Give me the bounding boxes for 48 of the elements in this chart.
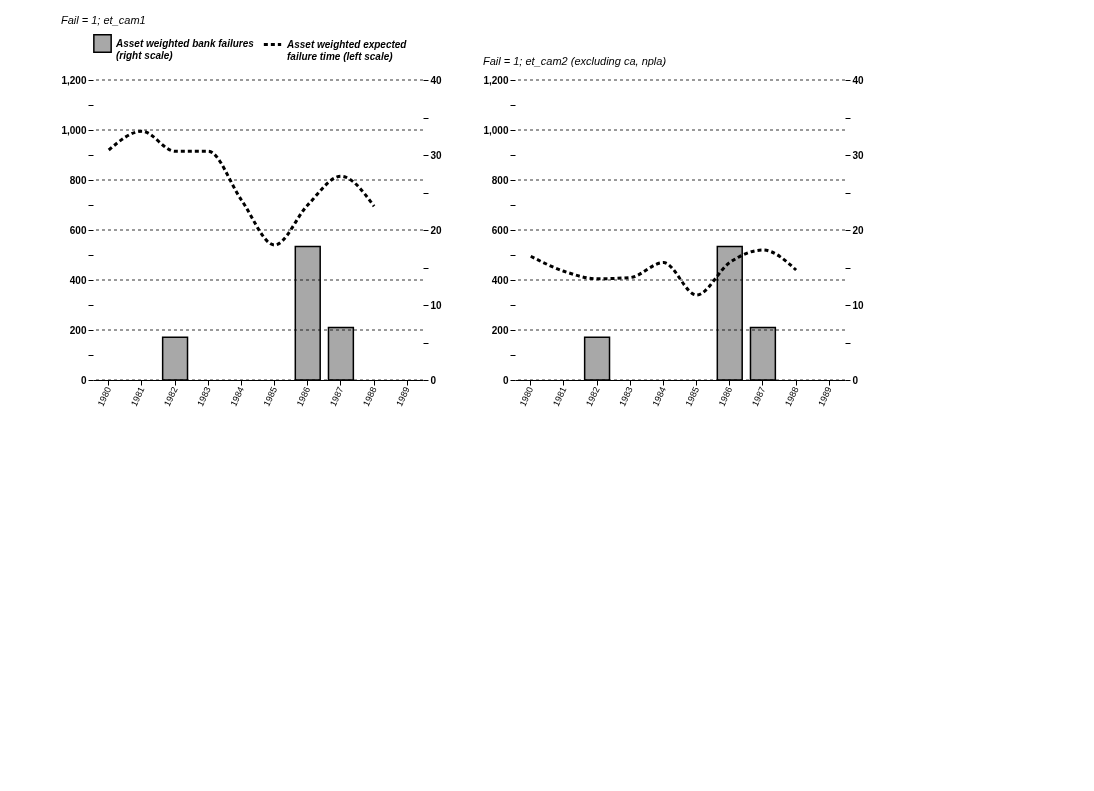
x-tick-label: 1980 [95,385,114,408]
y-tick-label: 200 [491,324,509,336]
y-tick-label: 600 [491,224,509,236]
y-tick-label: 1,200 [483,74,509,86]
y-tick-label: 600 [69,224,87,236]
chart-title: Fail = 1; et_cam1 [60,14,146,26]
x-tick-label: 1980 [517,385,536,408]
x-tick-label: 1988 [783,385,801,408]
chart-title: Fail = 1; et_cam2 (excluding ca, npla) [482,55,667,67]
y-tick-label: 1,000 [61,124,87,136]
y2-tick-label: 40 [430,74,443,86]
y2-tick-label: 10 [852,299,865,311]
y-tick-label: 1,200 [61,74,87,86]
y-tick-label: 800 [491,174,509,186]
y2-tick-label: 10 [430,299,443,311]
y-tick-label: 0 [502,374,509,386]
x-tick-label: 1982 [584,385,602,408]
x-tick-label: 1987 [327,385,346,408]
x-tick-label: 1984 [228,385,246,408]
y-tick-label: 400 [69,274,87,286]
x-tick-label: 1986 [294,385,313,408]
y2-tick-label: 20 [852,224,865,236]
y-tick-label: 1,000 [483,124,509,136]
legend-label: Asset weighted bank failures (right scale) [115,37,255,61]
y-tick-label: 0 [80,374,87,386]
x-tick-label: 1984 [650,385,668,408]
x-tick-label: 1985 [683,385,702,408]
y2-tick-label: 0 [430,374,437,386]
y-tick-label: 800 [69,174,87,186]
x-tick-label: 1981 [550,385,569,408]
y2-tick-label: 20 [430,224,443,236]
x-tick-label: 1982 [162,385,180,408]
x-tick-label: 1989 [394,385,412,408]
y2-tick-label: 30 [430,149,443,161]
legend-label: Asset weighted expected failure time (left scale) [286,38,408,62]
y2-tick-label: 0 [852,374,859,386]
y2-tick-label: 40 [852,74,865,86]
x-tick-label: 1987 [749,385,768,408]
x-tick-label: 1983 [617,385,635,408]
y-tick-label: 200 [69,324,87,336]
x-tick-label: 1985 [261,385,280,408]
y2-tick-label: 30 [852,149,865,161]
y-tick-label: 400 [491,274,509,286]
x-tick-label: 1988 [361,385,379,408]
x-tick-label: 1981 [128,385,147,408]
x-tick-label: 1983 [195,385,213,408]
x-tick-label: 1986 [716,385,735,408]
x-tick-label: 1989 [816,385,834,408]
